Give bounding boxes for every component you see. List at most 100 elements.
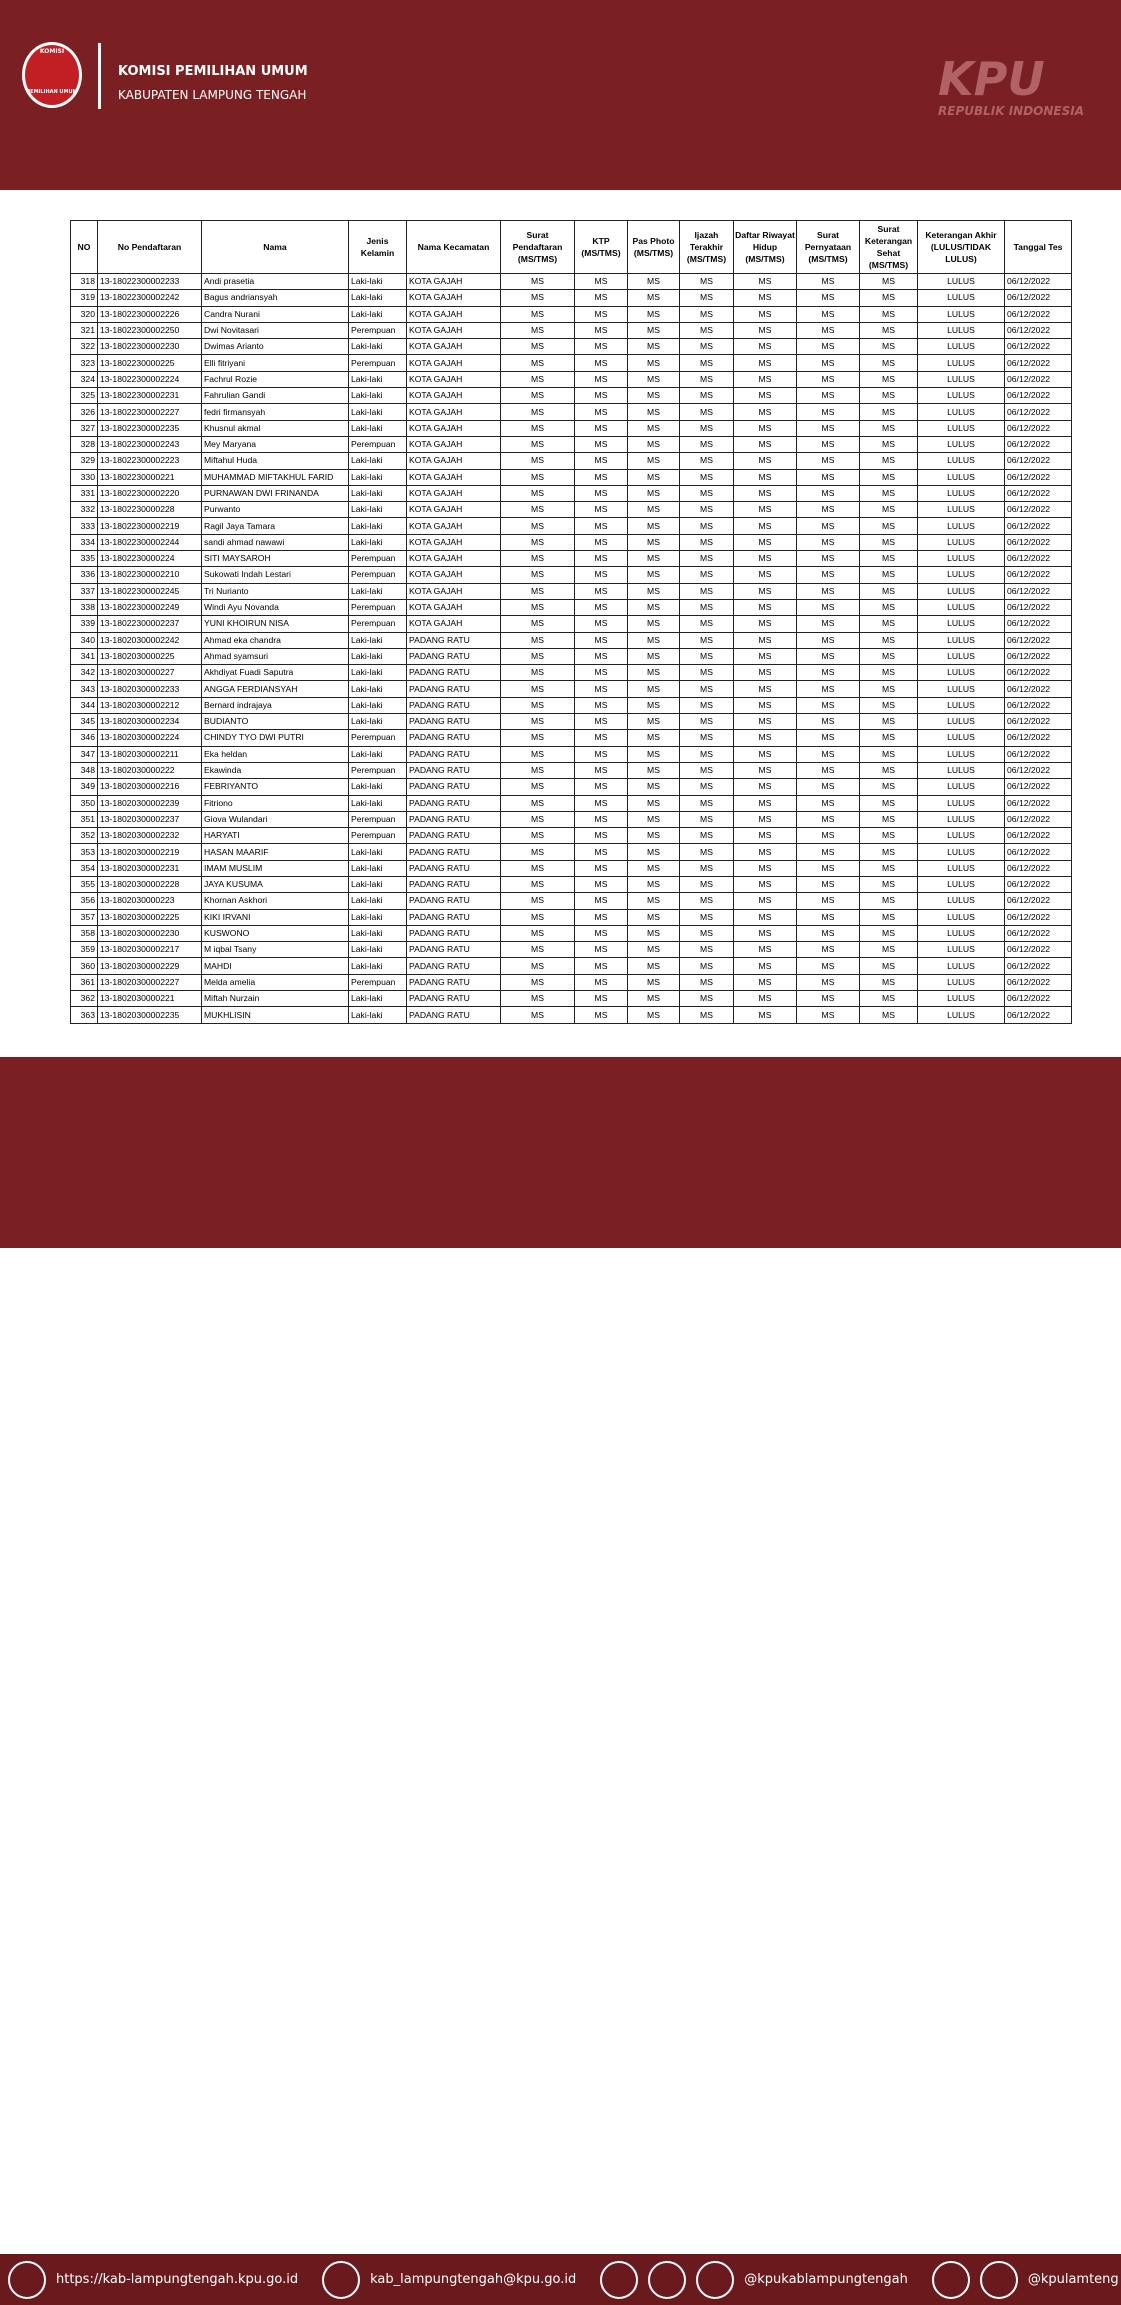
table-cell: 06/12/2022 [1004, 859, 1072, 877]
table-cell: MS [796, 713, 860, 731]
table-row: 352 13-18020300002232 HARYATI Perempuan PADA… [70, 827, 1072, 845]
table-cell: PADANG RATU [406, 631, 501, 649]
table-cell: 06/12/2022 [1004, 729, 1072, 747]
table-cell: 06/12/2022 [1004, 664, 1072, 682]
table-cell: BUDIANTO [201, 713, 349, 731]
table-cell: 13-18020300002225 [97, 908, 202, 926]
table-cell: Melda amelia [201, 973, 349, 992]
table-cell: LULUS [917, 582, 1005, 600]
table-cell: 358 [70, 924, 98, 943]
table-cell: MS [627, 517, 680, 535]
table-cell: PADANG RATU [406, 924, 501, 943]
table-cell: Dwimas Arianto [201, 338, 349, 356]
divider [98, 43, 101, 109]
table-cell: 06/12/2022 [1004, 452, 1072, 470]
table-cell: Laki-laki [348, 403, 407, 421]
table-cell: KOTA GAJAH [406, 452, 501, 470]
table-row: 351 13-18020300002237 Giova Wulandari Perem… [70, 810, 1072, 829]
table-cell: MS [796, 338, 860, 356]
table-cell: 13-1802230000224 [97, 550, 202, 568]
table-cell: KOTA GAJAH [406, 387, 501, 405]
table-cell: LULUS [917, 647, 1005, 666]
table-cell: MS [733, 924, 797, 943]
table-cell: MS [679, 566, 734, 584]
table-cell: MS [574, 892, 628, 910]
table-cell: Ahmad syamsuri [201, 647, 349, 666]
email[interactable]: kab_lampungtengah@kpu.go.id [370, 2272, 577, 2287]
table-cell: 06/12/2022 [1004, 598, 1072, 617]
table-cell: MS [627, 501, 680, 519]
table-cell: MS [679, 403, 734, 421]
table-cell: MS [627, 778, 680, 796]
table-cell: MS [679, 941, 734, 959]
table-cell: 13-18022300002230 [97, 338, 202, 356]
table-cell: LULUS [917, 289, 1005, 307]
table-cell: MS [574, 338, 628, 356]
social[interactable]: @kpukablampungtengah [744, 2272, 908, 2287]
table-cell: MS [627, 924, 680, 943]
table-cell: MS [796, 827, 860, 845]
table-cell: MS [627, 598, 680, 617]
table-cell: LULUS [917, 387, 1005, 405]
table-cell: Laki-laki [348, 859, 407, 877]
table-cell: MS [679, 973, 734, 992]
table-cell: MS [679, 696, 734, 715]
tiktok-icon [648, 2260, 687, 2299]
table-cell: MS [859, 452, 918, 470]
table-cell: 349 [70, 778, 98, 796]
table-cell: MUHAMMAD MIFTAKHUL FARID [201, 468, 349, 486]
table-cell: Dwi Novitasari [201, 321, 349, 340]
table-cell: PADANG RATU [406, 908, 501, 926]
table-cell: 06/12/2022 [1004, 647, 1072, 666]
table-cell: Laki-laki [348, 419, 407, 437]
table-cell: MS [574, 533, 628, 552]
table-cell: MS [500, 501, 575, 519]
table-cell: 13-18022300002231 [97, 387, 202, 405]
table-cell: PADANG RATU [406, 664, 501, 682]
table-cell: 06/12/2022 [1004, 305, 1072, 323]
table-cell: MS [859, 484, 918, 503]
website[interactable]: https://kab-lampungtengah.kpu.go.id [56, 2272, 299, 2287]
table-cell: YUNI KHOIRUN NISA [201, 615, 349, 633]
table-cell: MS [574, 1006, 628, 1024]
table-cell: Ragil Jaya Tamara [201, 517, 349, 535]
table-cell: MS [679, 647, 734, 666]
social2[interactable]: @kpulamteng [1027, 2272, 1119, 2287]
table-cell: MS [574, 827, 628, 845]
table-cell: LULUS [917, 338, 1005, 356]
table-cell: 13-1802030000221 [97, 990, 202, 1008]
table-cell: MS [679, 305, 734, 323]
table-cell: Laki-laki [348, 1006, 407, 1024]
table-cell: MS [733, 452, 797, 470]
table-cell: MS [796, 598, 860, 617]
footer-band: https://kab-lampungtengah.kpu.go.id kab_… [0, 1057, 1121, 2305]
table-cell: MS [574, 468, 628, 486]
table-cell: 360 [70, 957, 98, 975]
table-cell: 06/12/2022 [1004, 680, 1072, 698]
table-cell: MS [500, 859, 575, 877]
table-cell: MS [733, 631, 797, 649]
table-cell: Perempuan [348, 810, 407, 829]
table-cell: 325 [70, 387, 98, 405]
table-cell: Laki-laki [348, 272, 407, 291]
table-cell: Perempuan [348, 827, 407, 845]
table-cell: MS [500, 957, 575, 975]
table-cell: 06/12/2022 [1004, 745, 1072, 763]
table-cell: Khusnul akmal [201, 419, 349, 437]
table-row: 335 13-1802230000224 SITI MAYSAROH Perempua… [70, 550, 1072, 568]
table-cell: MS [500, 941, 575, 959]
table-cell: MS [627, 533, 680, 552]
table-cell: Mey Maryana [201, 435, 349, 454]
table-cell: MS [500, 419, 575, 437]
table-cell: MS [679, 1006, 734, 1024]
table-cell: LULUS [917, 435, 1005, 454]
table-cell: MS [500, 566, 575, 584]
table-cell: KOTA GAJAH [406, 435, 501, 454]
table-cell: 13-1802230000225 [97, 354, 202, 372]
table-cell: CHINDY TYO DWI PUTRI [201, 729, 349, 747]
table-cell: Laki-laki [348, 680, 407, 698]
table-cell: MS [500, 973, 575, 992]
table-cell: MS [733, 843, 797, 861]
table-cell: Purwanto [201, 501, 349, 519]
table-cell: LULUS [917, 810, 1005, 829]
